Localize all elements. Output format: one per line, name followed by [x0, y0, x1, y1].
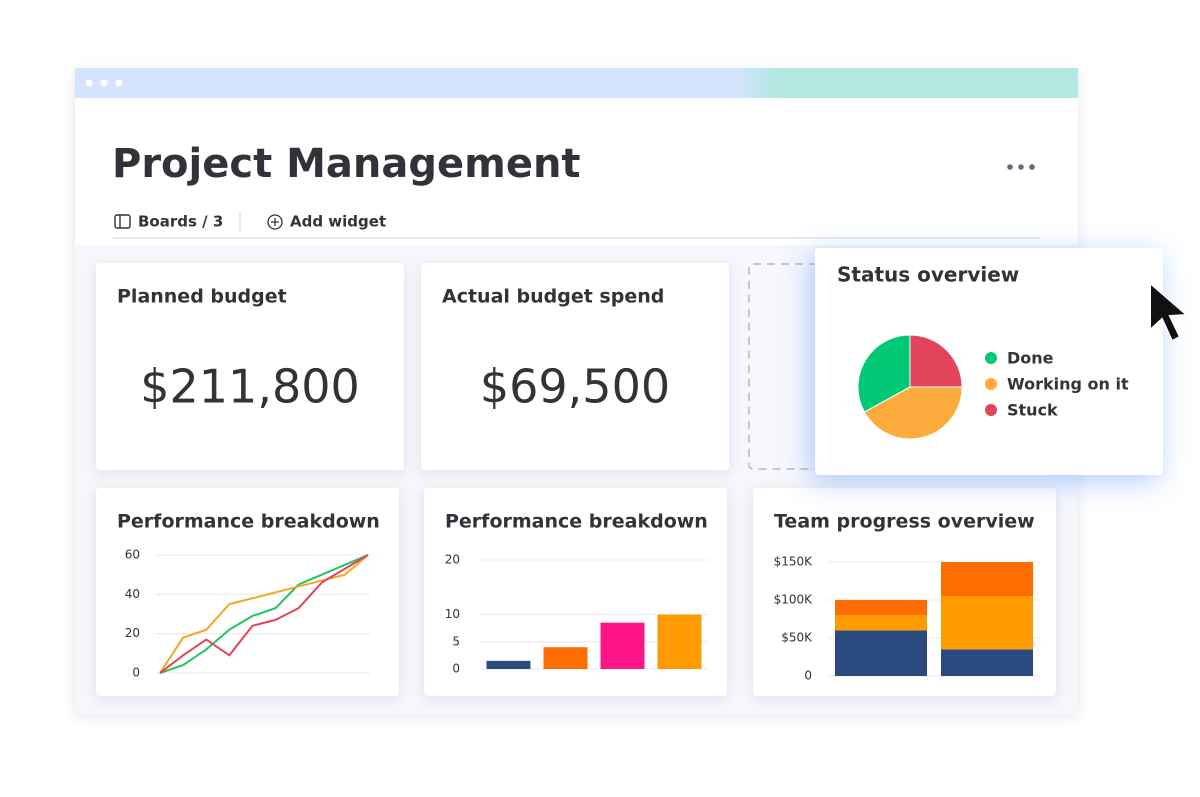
- window-dot: [100, 79, 108, 87]
- bar: [543, 647, 588, 669]
- legend-swatch: [985, 404, 997, 416]
- y-tick-label: $100K: [774, 593, 814, 607]
- line-series: [159, 554, 369, 674]
- page-title: Project Management: [112, 141, 581, 187]
- line-series: [159, 554, 369, 674]
- y-tick-label: $150K: [774, 555, 814, 569]
- bar: [486, 660, 531, 669]
- window-bar: [75, 68, 1078, 98]
- bar-segment: [835, 600, 927, 616]
- menu-dot: [1018, 164, 1024, 170]
- y-tick-label: 5: [452, 634, 460, 648]
- chart-title: Status overview: [837, 263, 1019, 287]
- bar-segment: [941, 649, 1033, 676]
- y-tick-label: 20: [445, 553, 460, 567]
- y-tick-label: $50K: [781, 631, 813, 645]
- y-tick-label: 40: [125, 587, 140, 601]
- add-icon: [267, 214, 283, 230]
- boards-icon: [114, 214, 131, 229]
- menu-dot: [1029, 164, 1035, 170]
- add-icon: [271, 218, 279, 226]
- window-dot: [85, 79, 93, 87]
- add-widget-button[interactable]: Add widget: [290, 213, 386, 231]
- y-tick-label: 0: [452, 662, 460, 676]
- bar-segment: [835, 630, 927, 676]
- boards-link[interactable]: Boards / 3: [138, 213, 223, 231]
- pie-slice: [857, 334, 911, 413]
- bar-segment: [941, 596, 1033, 650]
- more-menu[interactable]: [1007, 164, 1035, 170]
- chart-card: [424, 488, 727, 696]
- chart-title: Performance breakdown: [117, 511, 380, 533]
- y-tick-label: 60: [125, 548, 140, 562]
- bar: [657, 614, 702, 669]
- pie-slice: [863, 386, 963, 440]
- cursor: [1149, 280, 1190, 343]
- kpi-card: [421, 263, 729, 470]
- kpi-value: $211,800: [140, 360, 360, 414]
- chart-card: [96, 488, 399, 696]
- y-tick-label: 10: [445, 607, 460, 621]
- kpi-title: Planned budget: [117, 286, 287, 308]
- legend-label: Done: [1007, 349, 1054, 368]
- window-dot: [115, 79, 123, 87]
- legend-label: Stuck: [1007, 401, 1058, 420]
- legend-swatch: [985, 352, 997, 364]
- bar-segment: [835, 615, 927, 631]
- menu-dot: [1007, 164, 1013, 170]
- bar: [600, 622, 645, 669]
- line-series: [159, 554, 369, 674]
- y-tick-label: 20: [125, 626, 140, 640]
- pie-slice: [909, 334, 963, 388]
- y-tick-label: 0: [804, 669, 812, 683]
- kpi-title: Actual budget spend: [442, 286, 664, 308]
- chart-title: Performance breakdown: [445, 511, 708, 533]
- y-tick-label: 0: [132, 666, 140, 680]
- kpi-card: [96, 263, 404, 470]
- legend-swatch: [985, 378, 997, 390]
- chart-title: Team progress overview: [774, 511, 1035, 533]
- kpi-value: $69,500: [480, 360, 670, 414]
- legend-label: Working on it: [1007, 375, 1129, 394]
- bar-segment: [941, 562, 1033, 597]
